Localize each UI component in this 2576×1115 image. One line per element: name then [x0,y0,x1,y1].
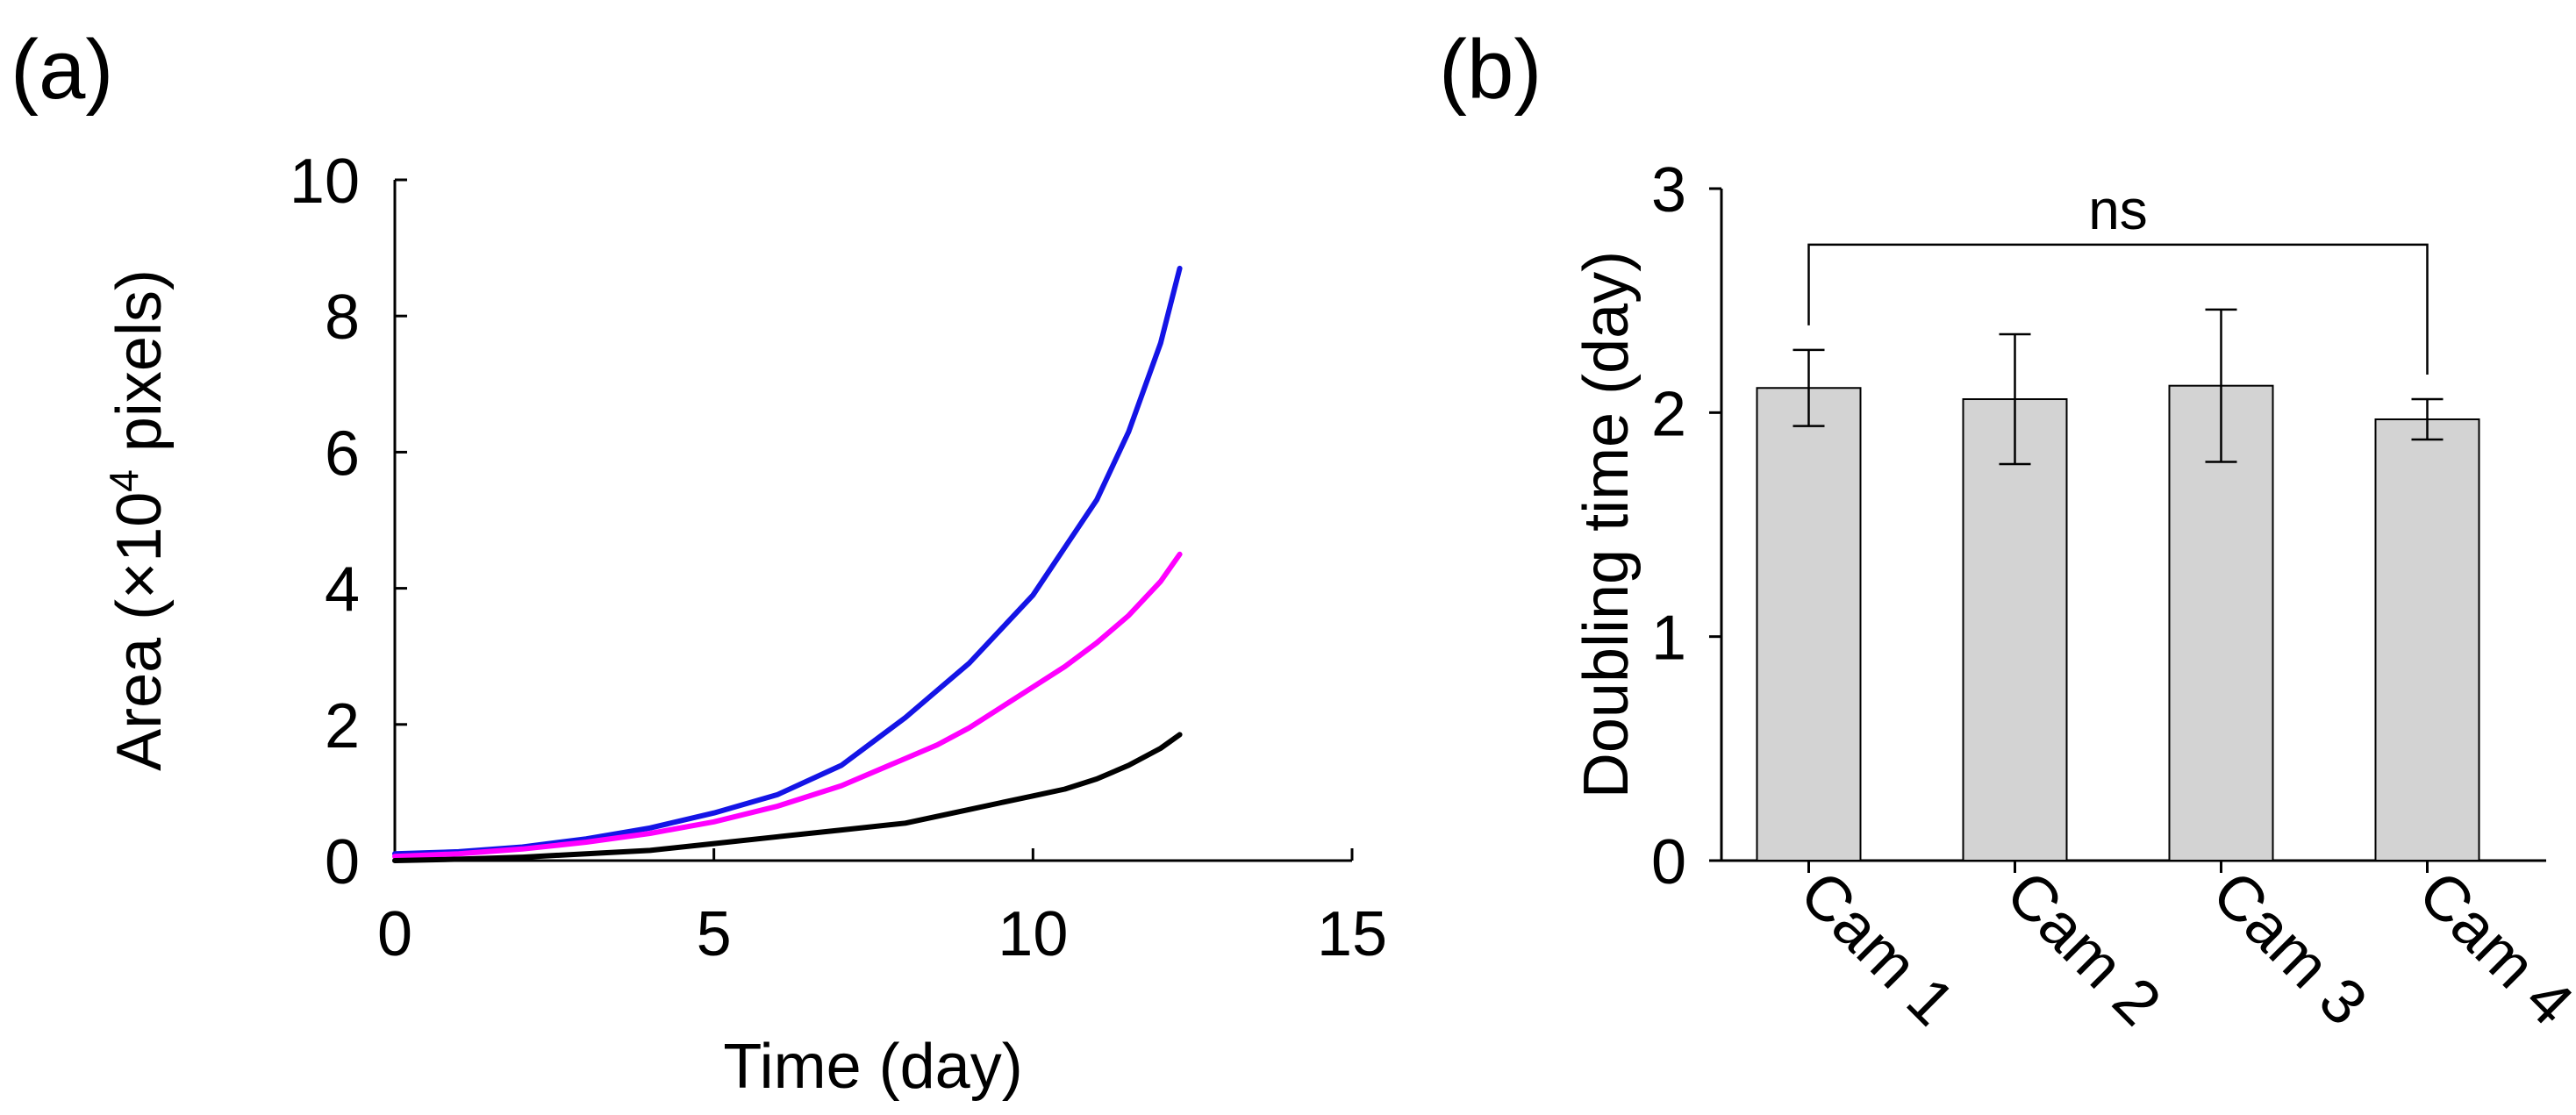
y-title-exponent: 4 [101,469,147,492]
panel-b-y-tick-label: 2 [1651,379,1686,449]
panel-a-x-tick-label: 0 [377,899,412,969]
panel-a-y-tick-label: 10 [290,147,360,217]
series-line-magenta [392,551,1183,860]
significance-bracket-line [1807,243,2429,375]
panel-a-y-tick-label: 2 [325,691,360,761]
error-bar [2205,308,2237,463]
panel-a-series [392,265,1183,863]
significance-label: ns [2088,178,2148,241]
significance-bracket: ns [1807,178,2429,375]
panel-b-y-tick-label: 1 [1651,604,1686,674]
panel-b-label: (b) [1439,23,1542,117]
panel-b-y-tick-label: 3 [1651,155,1686,225]
panel-a-y-axis-title: Area (×104 pixels) [101,269,175,771]
bar-cam-4 [2374,418,2480,861]
series-line-blue [392,265,1183,857]
category-label: Cam 4 [2405,858,2576,1040]
panel-b-bar-chart: (b) 0 1 2 3 Cam 1 Cam 2 Cam 3 Cam 4 ns Doubling… [1439,23,2576,1039]
panel-b-y-tick-label: 0 [1651,827,1686,897]
bar-cam-3 [2168,384,2274,861]
panel-a-line-chart: (a) 0 2 4 6 8 10 0 5 10 15 Time (day) Area (×104 … [11,23,1387,1102]
panel-a-x-tick-label: 10 [998,899,1068,969]
bar-cam-2 [1962,398,2068,862]
y-title-part1: Area (×10 [104,492,175,771]
panel-a-label: (a) [11,23,113,117]
panel-a-ticks: 0 2 4 6 8 10 0 5 10 15 [290,147,1387,969]
panel-a-y-tick-label: 8 [325,282,360,353]
error-bar [1999,332,2031,466]
series-line-black [392,732,1183,863]
panel-a-y-tick-label: 4 [325,555,360,625]
error-bar [1792,348,1825,427]
y-title-part3: pixels) [104,269,175,469]
panel-a-x-tick-label: 5 [697,899,732,969]
error-bar [2411,397,2444,441]
panel-a-y-tick-label: 6 [325,418,360,489]
category-label: Cam 1 [1786,858,1968,1040]
bar-cam-1 [1756,387,1862,862]
panel-a-x-tick-label: 15 [1317,899,1387,969]
panel-b-y-axis-title: Doubling time (day) [1571,251,1642,798]
category-label: Cam 2 [1993,858,2174,1040]
category-label: Cam 3 [2199,858,2380,1040]
panel-a-y-tick-label: 0 [325,827,360,897]
panel-b-bars [1756,308,2480,862]
panel-a-x-axis-title: Time (day) [723,1032,1022,1102]
